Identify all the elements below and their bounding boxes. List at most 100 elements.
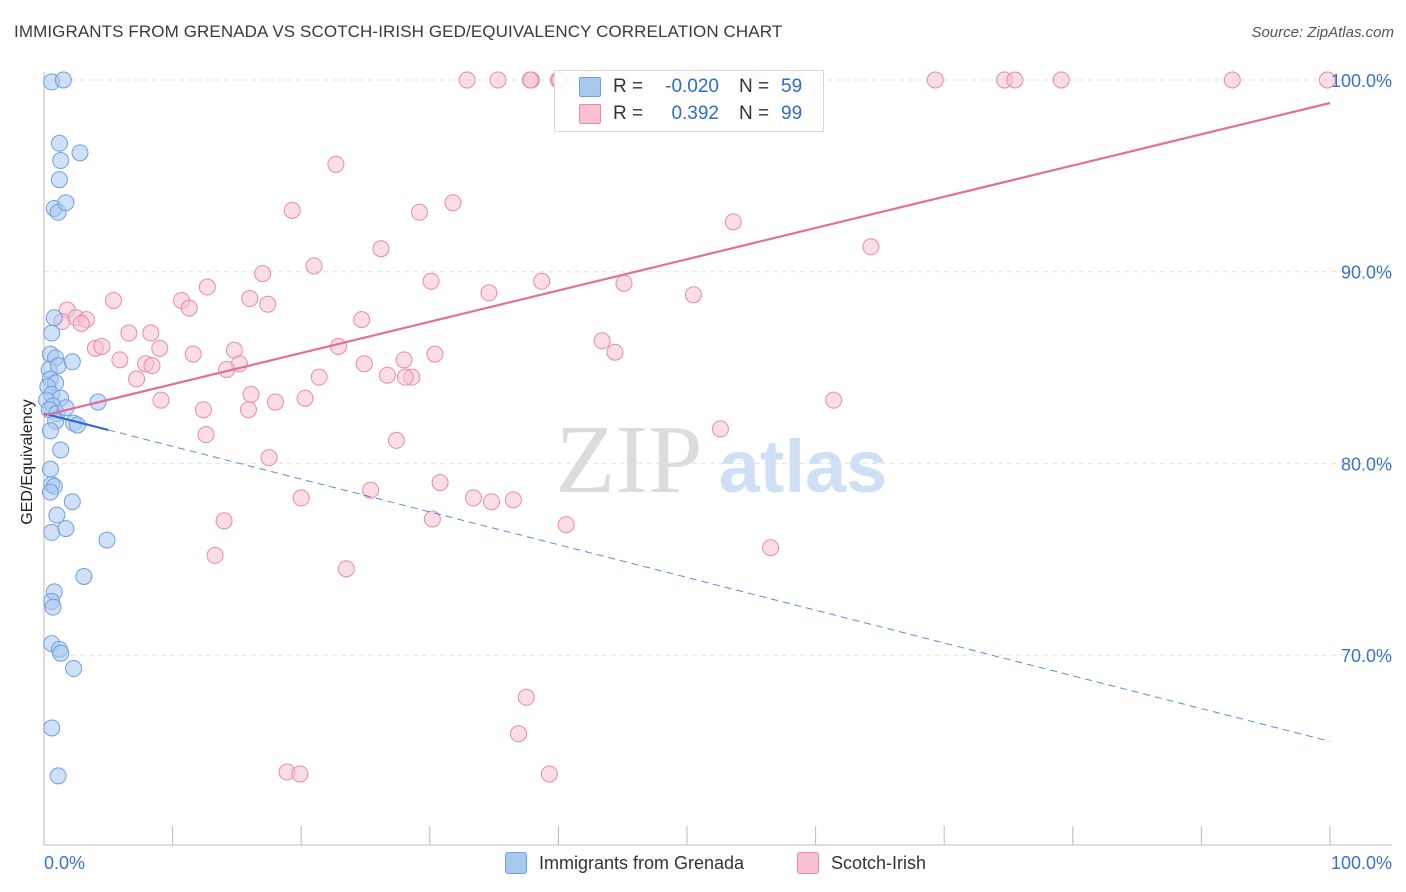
scotch-irish-point — [292, 489, 310, 507]
legend-n-label: N = — [739, 103, 770, 124]
scotch-irish-point — [254, 265, 272, 283]
legend-swatch-blue — [579, 77, 601, 97]
legend-r-value: 0.392 — [671, 103, 719, 124]
scotch-irish-point — [152, 391, 170, 409]
grenada-point — [71, 144, 89, 162]
scotch-irish-point — [283, 201, 301, 219]
scotch-irish-point — [372, 240, 390, 258]
scotch-irish-point — [239, 401, 257, 419]
scotch-irish-point — [353, 311, 371, 329]
grenada-trend-solid — [43, 412, 109, 432]
legend-n-value: 99 — [781, 103, 803, 124]
y-tick-label: 80.0% — [1341, 454, 1392, 474]
scotch-irish-point — [510, 725, 528, 743]
legend-item-grenada[interactable]: Immigrants from Grenada — [505, 852, 744, 874]
legend-row-grenada: R = -0.020 N = 59 — [579, 74, 802, 100]
y-tick-label: 100.0% — [1331, 71, 1392, 91]
scotch-irish-point — [378, 366, 396, 384]
grenada-point — [41, 460, 59, 478]
scotch-irish-trend — [43, 101, 1331, 417]
scotch-irish-point — [72, 314, 90, 332]
legend-r-value: -0.020 — [665, 76, 719, 97]
scotch-irish-point — [197, 426, 215, 444]
scotch-irish-point — [606, 343, 624, 361]
scotch-irish-point — [684, 286, 702, 304]
tick-labels: 70.0% 80.0% 90.0% 100.0% 0.0% 100.0% — [44, 71, 1392, 873]
chart-title: IMMIGRANTS FROM GRENADA VS SCOTCH-IRISH … — [14, 22, 783, 41]
grenada-point — [43, 719, 61, 737]
scotch-irish-point — [724, 213, 742, 231]
y-tick-label: 70.0% — [1341, 646, 1392, 666]
scotch-irish-point — [184, 345, 202, 363]
watermark-zip: ZIP — [556, 406, 703, 514]
grenada-point — [43, 523, 61, 541]
scotch-irish-point — [111, 351, 129, 369]
legend-swatch-blue — [505, 852, 527, 874]
legend-swatch-pink — [579, 104, 601, 124]
scotch-irish-point — [215, 512, 233, 530]
legend-row-scotch-irish: R = 0.392 N = 99 — [579, 101, 802, 127]
scotch-irish-point — [825, 391, 843, 409]
scotch-irish-point — [355, 355, 373, 373]
scotch-irish-point — [93, 337, 111, 355]
source-label: Source: ZipAtlas.com — [1251, 24, 1394, 41]
grenada-point — [41, 422, 59, 440]
grenada-point — [57, 194, 75, 212]
legend-n-value: 59 — [781, 76, 803, 97]
legend-n-label: N = — [739, 76, 770, 97]
scotch-irish-point — [1223, 71, 1241, 89]
scotch-irish-point — [120, 324, 138, 342]
grenada-points — [38, 71, 116, 785]
y-tick-label: 90.0% — [1341, 263, 1392, 283]
scotch-irish-point — [198, 278, 216, 296]
scotch-irish-point — [533, 272, 551, 290]
scotch-irish-point — [557, 516, 575, 534]
legend-label-scotch-irish: Scotch-Irish — [831, 852, 927, 873]
scotch-irish-point — [1318, 71, 1336, 89]
scotch-irish-point — [104, 291, 122, 309]
scotch-irish-point — [593, 332, 611, 350]
scotch-irish-point — [422, 272, 440, 290]
legend-item-scotch-irish[interactable]: Scotch-Irish — [797, 852, 926, 874]
grenada-point — [43, 324, 61, 342]
scotch-irish-point — [310, 368, 328, 386]
grenada-point — [57, 520, 75, 538]
grenada-point — [65, 660, 83, 678]
scotch-irish-point — [423, 510, 441, 528]
grenada-point — [68, 416, 86, 434]
grenada-point — [44, 598, 62, 616]
grenada-point — [63, 353, 81, 371]
scotch-irish-point — [431, 474, 449, 492]
grenada-point — [98, 531, 116, 549]
legend-r-label: R = — [613, 76, 644, 97]
scotch-irish-point — [180, 299, 198, 317]
scotch-irish-point — [241, 290, 259, 308]
scotch-irish-point — [151, 339, 169, 357]
scotch-irish-point — [444, 194, 462, 212]
grenada-point — [49, 767, 67, 785]
watermark-atlas: atlas — [719, 425, 888, 508]
grenada-point — [52, 441, 70, 459]
grenada-point — [54, 71, 72, 89]
scotch-irish-point — [206, 546, 224, 564]
scotch-irish-point — [521, 71, 539, 89]
scotch-irish-point — [504, 491, 522, 509]
scotch-irish-point — [1052, 71, 1070, 89]
scotch-irish-point — [194, 401, 212, 419]
legend-r-label: R = — [613, 103, 644, 124]
scotch-irish-point — [305, 257, 323, 275]
scotch-irish-point — [862, 238, 880, 256]
stats-legend: R = -0.020 N = 59 R = 0.392 N = 99 — [554, 70, 824, 132]
scotch-irish-point — [387, 431, 405, 449]
scotch-irish-point — [615, 274, 633, 292]
grenada-point — [50, 134, 68, 152]
grenada-point — [45, 309, 63, 327]
grenada-point — [52, 152, 70, 170]
scotch-irish-point — [926, 71, 944, 89]
watermark: ZIP atlas — [556, 406, 888, 514]
grenada-point — [75, 568, 93, 586]
grenada-point — [41, 483, 59, 501]
grenada-trend-dashed — [108, 429, 1331, 742]
scotch-irish-point — [396, 368, 414, 386]
